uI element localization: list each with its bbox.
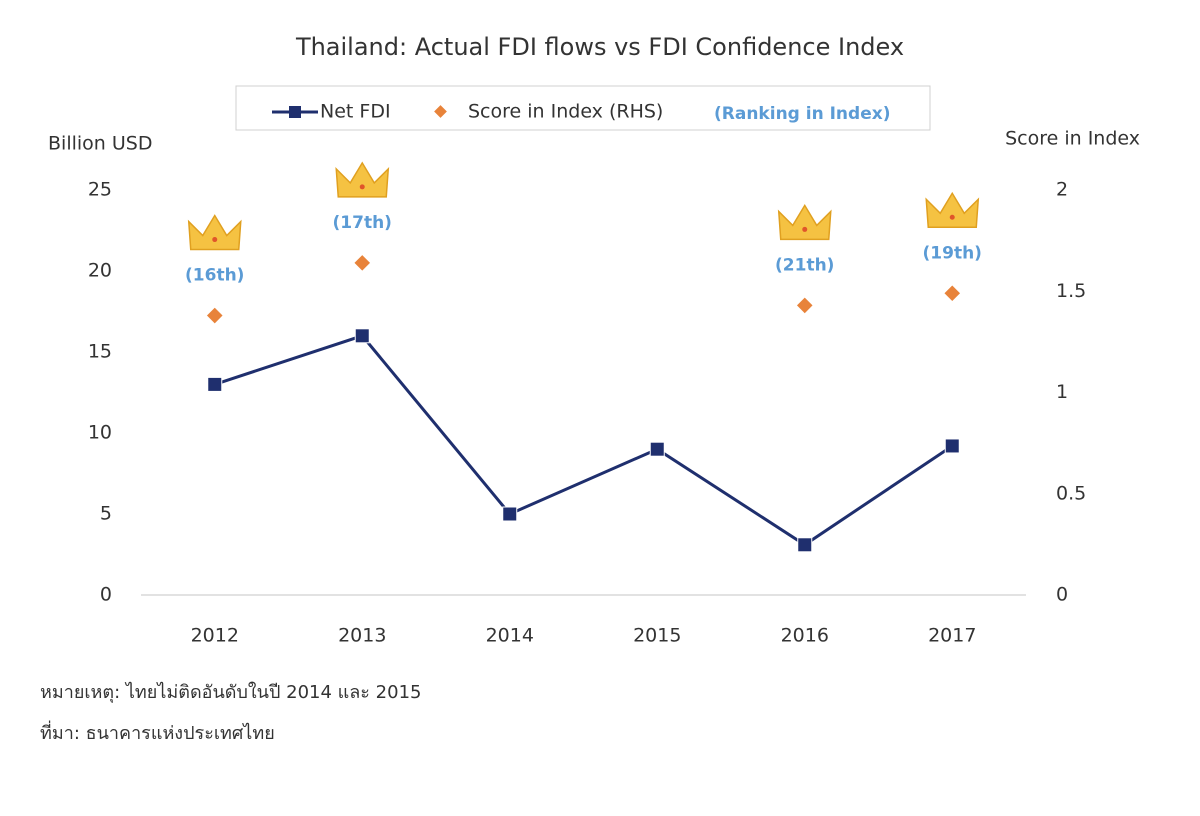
legend-note: (Ranking in Index) (714, 104, 890, 124)
legend-label: Net FDI (320, 101, 391, 123)
ranking-label: (17th) (333, 213, 392, 233)
y2-tick-label: 0.5 (1056, 482, 1086, 504)
series-line (214, 334, 954, 547)
chart-title: Thailand: Actual FDI flows vs FDI Confid… (295, 33, 904, 61)
legend-box (235, 85, 931, 131)
point-marker (502, 506, 518, 522)
point-marker (649, 441, 665, 457)
y-tick-label: 5 (100, 503, 112, 525)
y-tick-label: 20 (88, 260, 112, 282)
crown-icon (187, 214, 242, 251)
x-tick-label: 2016 (781, 625, 829, 647)
crown-jewel (359, 184, 365, 190)
x-tick-label: 2017 (928, 625, 976, 647)
score-marker (795, 296, 814, 315)
note: หมายเหตุ: ไทยไม่ติดอันดับในปี 2014 และ 2… (40, 681, 421, 703)
x-tick-label: 2012 (191, 625, 239, 647)
point-marker (797, 537, 813, 553)
ranking-label: (19th) (923, 243, 982, 263)
crown-jewel (949, 214, 955, 220)
y-tick-label: 10 (88, 422, 112, 444)
y2-tick-label: 1 (1056, 381, 1068, 403)
y2-axis-label: Score in Index (1005, 128, 1140, 150)
score-marker (943, 284, 962, 303)
score-marker (353, 253, 372, 273)
point-marker (207, 376, 223, 392)
legend-label: Score in Index (RHS) (468, 101, 663, 123)
x-tick-label: 2014 (486, 625, 534, 647)
x-tick-label: 2015 (633, 625, 681, 647)
ranking-label: (16th) (185, 266, 244, 286)
y-tick-label: 0 (100, 584, 112, 606)
crown-icon (925, 191, 980, 229)
crown-jewel (802, 226, 808, 232)
point-marker (354, 328, 370, 344)
legend-marker (434, 105, 447, 118)
ranking-label: (21th) (775, 255, 834, 275)
legend-marker (289, 106, 301, 118)
crown-jewel (212, 237, 218, 243)
y2-tick-label: 0 (1056, 584, 1068, 606)
y2-tick-label: 1.5 (1056, 280, 1086, 302)
point-marker (944, 438, 960, 454)
x-tick-label: 2013 (338, 625, 386, 647)
score-marker (205, 306, 224, 325)
y2-tick-label: 2 (1056, 179, 1068, 201)
y-tick-label: 25 (88, 179, 112, 201)
y-axis-label: Billion USD (48, 133, 152, 155)
crown-icon (777, 203, 832, 241)
note: ที่มา: ธนาคารแห่งประเทศไทย (40, 720, 275, 744)
y-tick-label: 15 (88, 341, 112, 363)
crown-icon (335, 161, 390, 198)
